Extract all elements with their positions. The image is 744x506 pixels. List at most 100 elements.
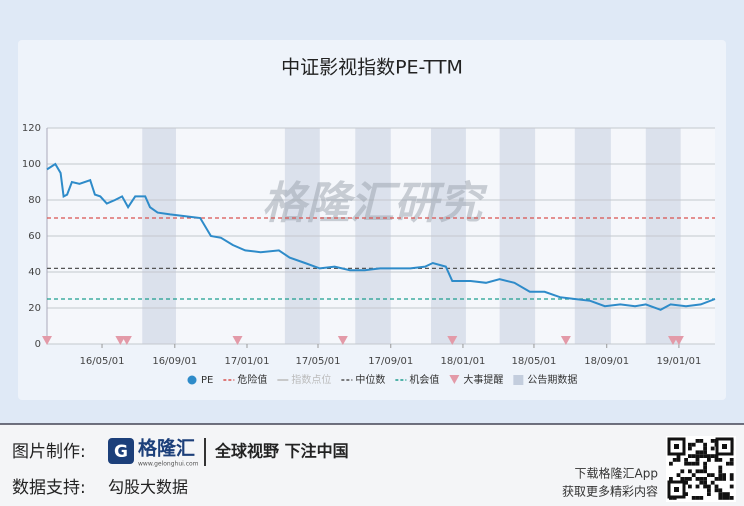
qr-cell	[714, 454, 719, 458]
event-marker	[232, 336, 243, 345]
qr-cell	[722, 473, 726, 477]
event-marker	[447, 336, 458, 345]
slogan: 全球视野 下注中国	[214, 442, 349, 461]
x-tick-label: 16/05/01	[80, 356, 125, 367]
qr-cell	[710, 473, 715, 477]
logo-glyph: G	[114, 442, 128, 462]
y-tick-label: 40	[28, 267, 41, 278]
qr-cell	[695, 469, 700, 474]
x-tick-label: 17/09/01	[368, 356, 413, 367]
qr-cell	[722, 492, 726, 496]
qr-cell	[710, 454, 715, 458]
data-label: 数据支持:	[12, 478, 86, 498]
qr-cell	[729, 477, 734, 481]
legend-label: 危险值	[237, 373, 267, 386]
x-tick-label: 17/05/01	[296, 356, 341, 367]
qr-cell	[688, 469, 692, 474]
qr-cell	[718, 477, 723, 481]
y-tick-label: 80	[28, 195, 41, 206]
event-marker	[673, 336, 684, 345]
qr-cell	[729, 496, 734, 500]
event-marker	[560, 336, 571, 345]
qr-cell	[710, 480, 715, 485]
qr-cell	[707, 492, 711, 496]
qr-cell	[726, 461, 730, 466]
legend-label: PE	[201, 375, 213, 386]
qr-cell	[695, 477, 700, 481]
qr-cell	[707, 484, 711, 489]
qr-cell	[691, 442, 696, 447]
qr-cell	[703, 446, 707, 451]
qr-cell	[695, 458, 700, 462]
y-tick-label: 60	[28, 231, 41, 242]
qr-cell	[710, 446, 715, 451]
qr-cell	[722, 477, 726, 481]
y-tick-label: 0	[35, 339, 41, 350]
app-line1: 下载格隆汇App	[575, 466, 658, 481]
qr-cell	[680, 477, 685, 481]
x-tick-label: 19/01/01	[656, 356, 701, 367]
qr-cell	[680, 469, 685, 474]
qr-cell	[688, 454, 692, 458]
qr-cell	[729, 473, 734, 477]
qr-cell	[710, 439, 715, 443]
qr-cell	[691, 496, 696, 500]
legend-label: 指数点位	[291, 373, 331, 386]
event-marker	[121, 336, 132, 345]
qr-cell	[718, 488, 723, 493]
qr-cell	[718, 496, 723, 500]
x-tick-label: 18/01/01	[440, 356, 485, 367]
qr-cell	[688, 477, 692, 481]
qr-cell	[707, 454, 711, 458]
qr-cell	[718, 458, 723, 462]
qr-cell	[699, 480, 704, 485]
qr-cell	[691, 461, 696, 466]
x-tick-label: 17/01/01	[225, 356, 270, 367]
legend-label: 公告期数据	[527, 373, 577, 386]
legend-swatch	[187, 375, 197, 385]
qr-cell	[703, 477, 707, 481]
event-marker	[42, 336, 52, 345]
qr-cell	[695, 496, 700, 500]
qr-cell	[699, 469, 704, 474]
qr-cell	[684, 477, 688, 481]
qr-cell	[699, 454, 704, 458]
watermark: 格隆汇研究	[262, 178, 488, 229]
qr-cell	[703, 465, 707, 470]
qr-cell	[684, 480, 688, 485]
qr-cell	[729, 461, 734, 466]
qr-cell	[718, 469, 723, 474]
pe-line	[46, 162, 716, 311]
qr-cell	[707, 488, 711, 493]
event-marker	[115, 336, 126, 345]
x-tick-label: 18/09/01	[584, 356, 629, 367]
qr-cell	[699, 450, 704, 455]
qr-cell	[718, 492, 723, 496]
qr-cell	[691, 454, 696, 458]
qr-cell	[707, 473, 711, 477]
y-tick-label: 100	[22, 159, 41, 170]
qr-cell	[703, 454, 707, 458]
data-source: 勾股大数据	[108, 478, 188, 497]
legend-label: 机会值	[409, 373, 439, 386]
qr-cell	[703, 442, 707, 447]
qr-finder	[674, 444, 679, 449]
qr-cell	[699, 477, 704, 481]
qr-cell	[718, 465, 723, 470]
qr-cell	[729, 458, 734, 462]
x-tick-label: 18/05/01	[511, 356, 556, 367]
qr-cell	[714, 488, 719, 493]
qr-cell	[718, 473, 723, 477]
qr-cell	[726, 492, 730, 496]
logo-icon	[108, 438, 134, 464]
qr-cell	[695, 454, 700, 458]
legend-label: 中位数	[355, 373, 385, 386]
qr-code	[666, 436, 736, 502]
y-tick-label: 20	[28, 303, 41, 314]
qr-cell	[699, 439, 704, 443]
qr-cell	[688, 446, 692, 451]
qr-cell	[688, 461, 692, 466]
legend-swatch	[513, 375, 524, 385]
logo-url: www.gelonghui.com	[138, 461, 199, 468]
